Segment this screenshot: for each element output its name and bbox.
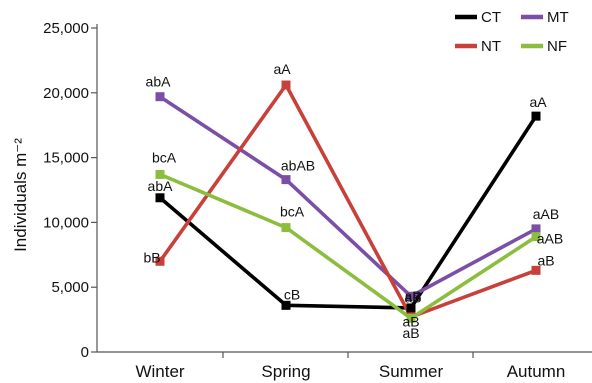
data-point-nf bbox=[281, 223, 291, 233]
x-tick-label: Spring bbox=[261, 362, 310, 381]
legend-label-ct: CT bbox=[481, 9, 501, 26]
y-tick-label: 20,000 bbox=[43, 85, 89, 102]
data-label-nf: aB bbox=[402, 313, 419, 329]
legend-label-mt: MT bbox=[547, 9, 569, 26]
data-label-mt: abA bbox=[146, 74, 172, 90]
series-lines bbox=[158, 83, 538, 321]
data-label-mt: abAB bbox=[281, 158, 315, 174]
x-tick-label: Autumn bbox=[507, 362, 566, 381]
series-line-mt bbox=[159, 95, 537, 299]
data-label-ct: aB bbox=[404, 288, 421, 304]
x-tick-label: Summer bbox=[379, 362, 444, 381]
data-label-ct: abA bbox=[148, 178, 174, 194]
data-point-ct bbox=[531, 111, 541, 121]
data-point-nt bbox=[281, 80, 291, 90]
data-point-nt bbox=[155, 256, 165, 266]
series-markers bbox=[155, 80, 541, 323]
y-tick-label: 5,000 bbox=[51, 279, 89, 296]
data-point-ct bbox=[406, 303, 416, 313]
data-point-nf bbox=[155, 169, 165, 179]
data-label-nt: aA bbox=[273, 61, 291, 77]
y-tick-label: 25,000 bbox=[43, 20, 89, 37]
data-label-nf: bcA bbox=[280, 204, 305, 220]
data-point-ct bbox=[281, 300, 291, 310]
data-label-mt: aB bbox=[404, 289, 421, 305]
data-point-ct bbox=[155, 193, 165, 203]
y-tick-label: 15,000 bbox=[43, 150, 89, 167]
legend-label-nf: NF bbox=[547, 38, 567, 55]
y-tick-label: 0 bbox=[81, 344, 89, 361]
data-label-ct: aA bbox=[529, 94, 547, 110]
data-point-mt bbox=[155, 92, 165, 102]
data-label-ct: cB bbox=[284, 286, 300, 302]
series-line-nt bbox=[158, 83, 537, 319]
chart-axes: 0 5,000 10,000 15,000 20,000 25,000 Winter Spri… bbox=[43, 20, 592, 381]
data-point-mt bbox=[531, 224, 541, 234]
data-point-nf bbox=[531, 232, 541, 242]
data-label-nf: bcA bbox=[152, 149, 177, 165]
series-line-nf bbox=[159, 172, 537, 321]
y-axis-title-group: Individuals m⁻² bbox=[11, 138, 30, 252]
legend: CT MT NT NF bbox=[455, 9, 569, 55]
y-axis-title: Individuals m⁻² bbox=[11, 138, 30, 252]
data-point-nf bbox=[406, 313, 416, 323]
data-point-nt bbox=[531, 265, 541, 275]
series-line-ct bbox=[158, 115, 538, 310]
data-label-nf: aAB bbox=[537, 231, 563, 247]
data-point-mt bbox=[281, 175, 291, 185]
data-label-nt: bB bbox=[143, 249, 160, 265]
legend-label-nt: NT bbox=[481, 38, 501, 55]
data-label-nt: aB bbox=[537, 252, 554, 268]
y-tick-label: 10,000 bbox=[43, 214, 89, 231]
x-tick-label: Winter bbox=[135, 362, 184, 381]
data-label-nt: aB bbox=[402, 325, 419, 341]
data-label-mt: aAB bbox=[533, 206, 559, 222]
data-point-mt bbox=[406, 291, 416, 301]
